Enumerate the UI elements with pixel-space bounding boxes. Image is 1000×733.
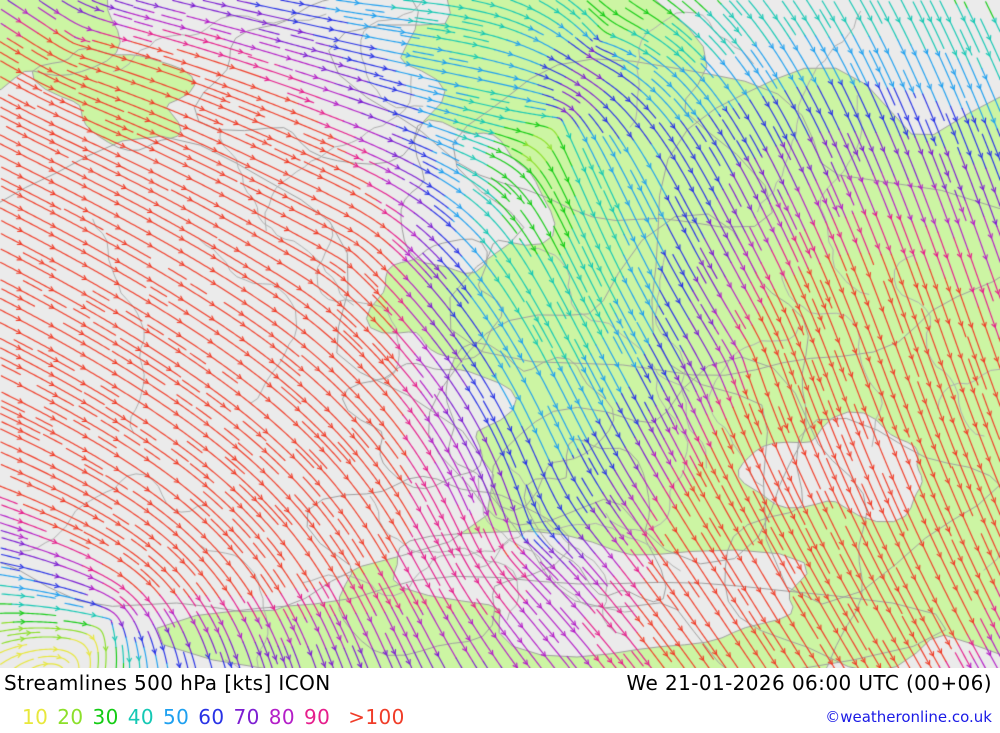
wind-speed-legend: 10 20 30 40 50 60 70 80 90 >100	[22, 704, 405, 730]
legend-item-30: 30	[92, 705, 119, 729]
legend-item-40: 40	[127, 705, 154, 729]
legend-item-20: 20	[57, 705, 84, 729]
forecast-run-label: We 21-01-2026 06:00 UTC (00+06)	[626, 671, 992, 695]
legend-item-60: 60	[198, 705, 225, 729]
streamline-map-panel[interactable]	[0, 0, 1000, 668]
map-footer: Streamlines 500 hPa [kts] ICON We 21-01-…	[0, 668, 1000, 733]
legend-item-50: 50	[163, 705, 190, 729]
streamline-map-canvas[interactable]	[0, 0, 1000, 668]
footer-title-row: Streamlines 500 hPa [kts] ICON We 21-01-…	[0, 668, 1000, 700]
legend-item-70: 70	[233, 705, 260, 729]
legend-item-10: 10	[22, 705, 49, 729]
chart-title: Streamlines 500 hPa [kts] ICON	[4, 671, 331, 695]
copyright-notice: ©weatheronline.co.uk	[825, 708, 992, 726]
legend-item-gt100: >100	[348, 705, 405, 729]
legend-item-80: 80	[268, 705, 295, 729]
legend-item-90: 90	[304, 705, 331, 729]
